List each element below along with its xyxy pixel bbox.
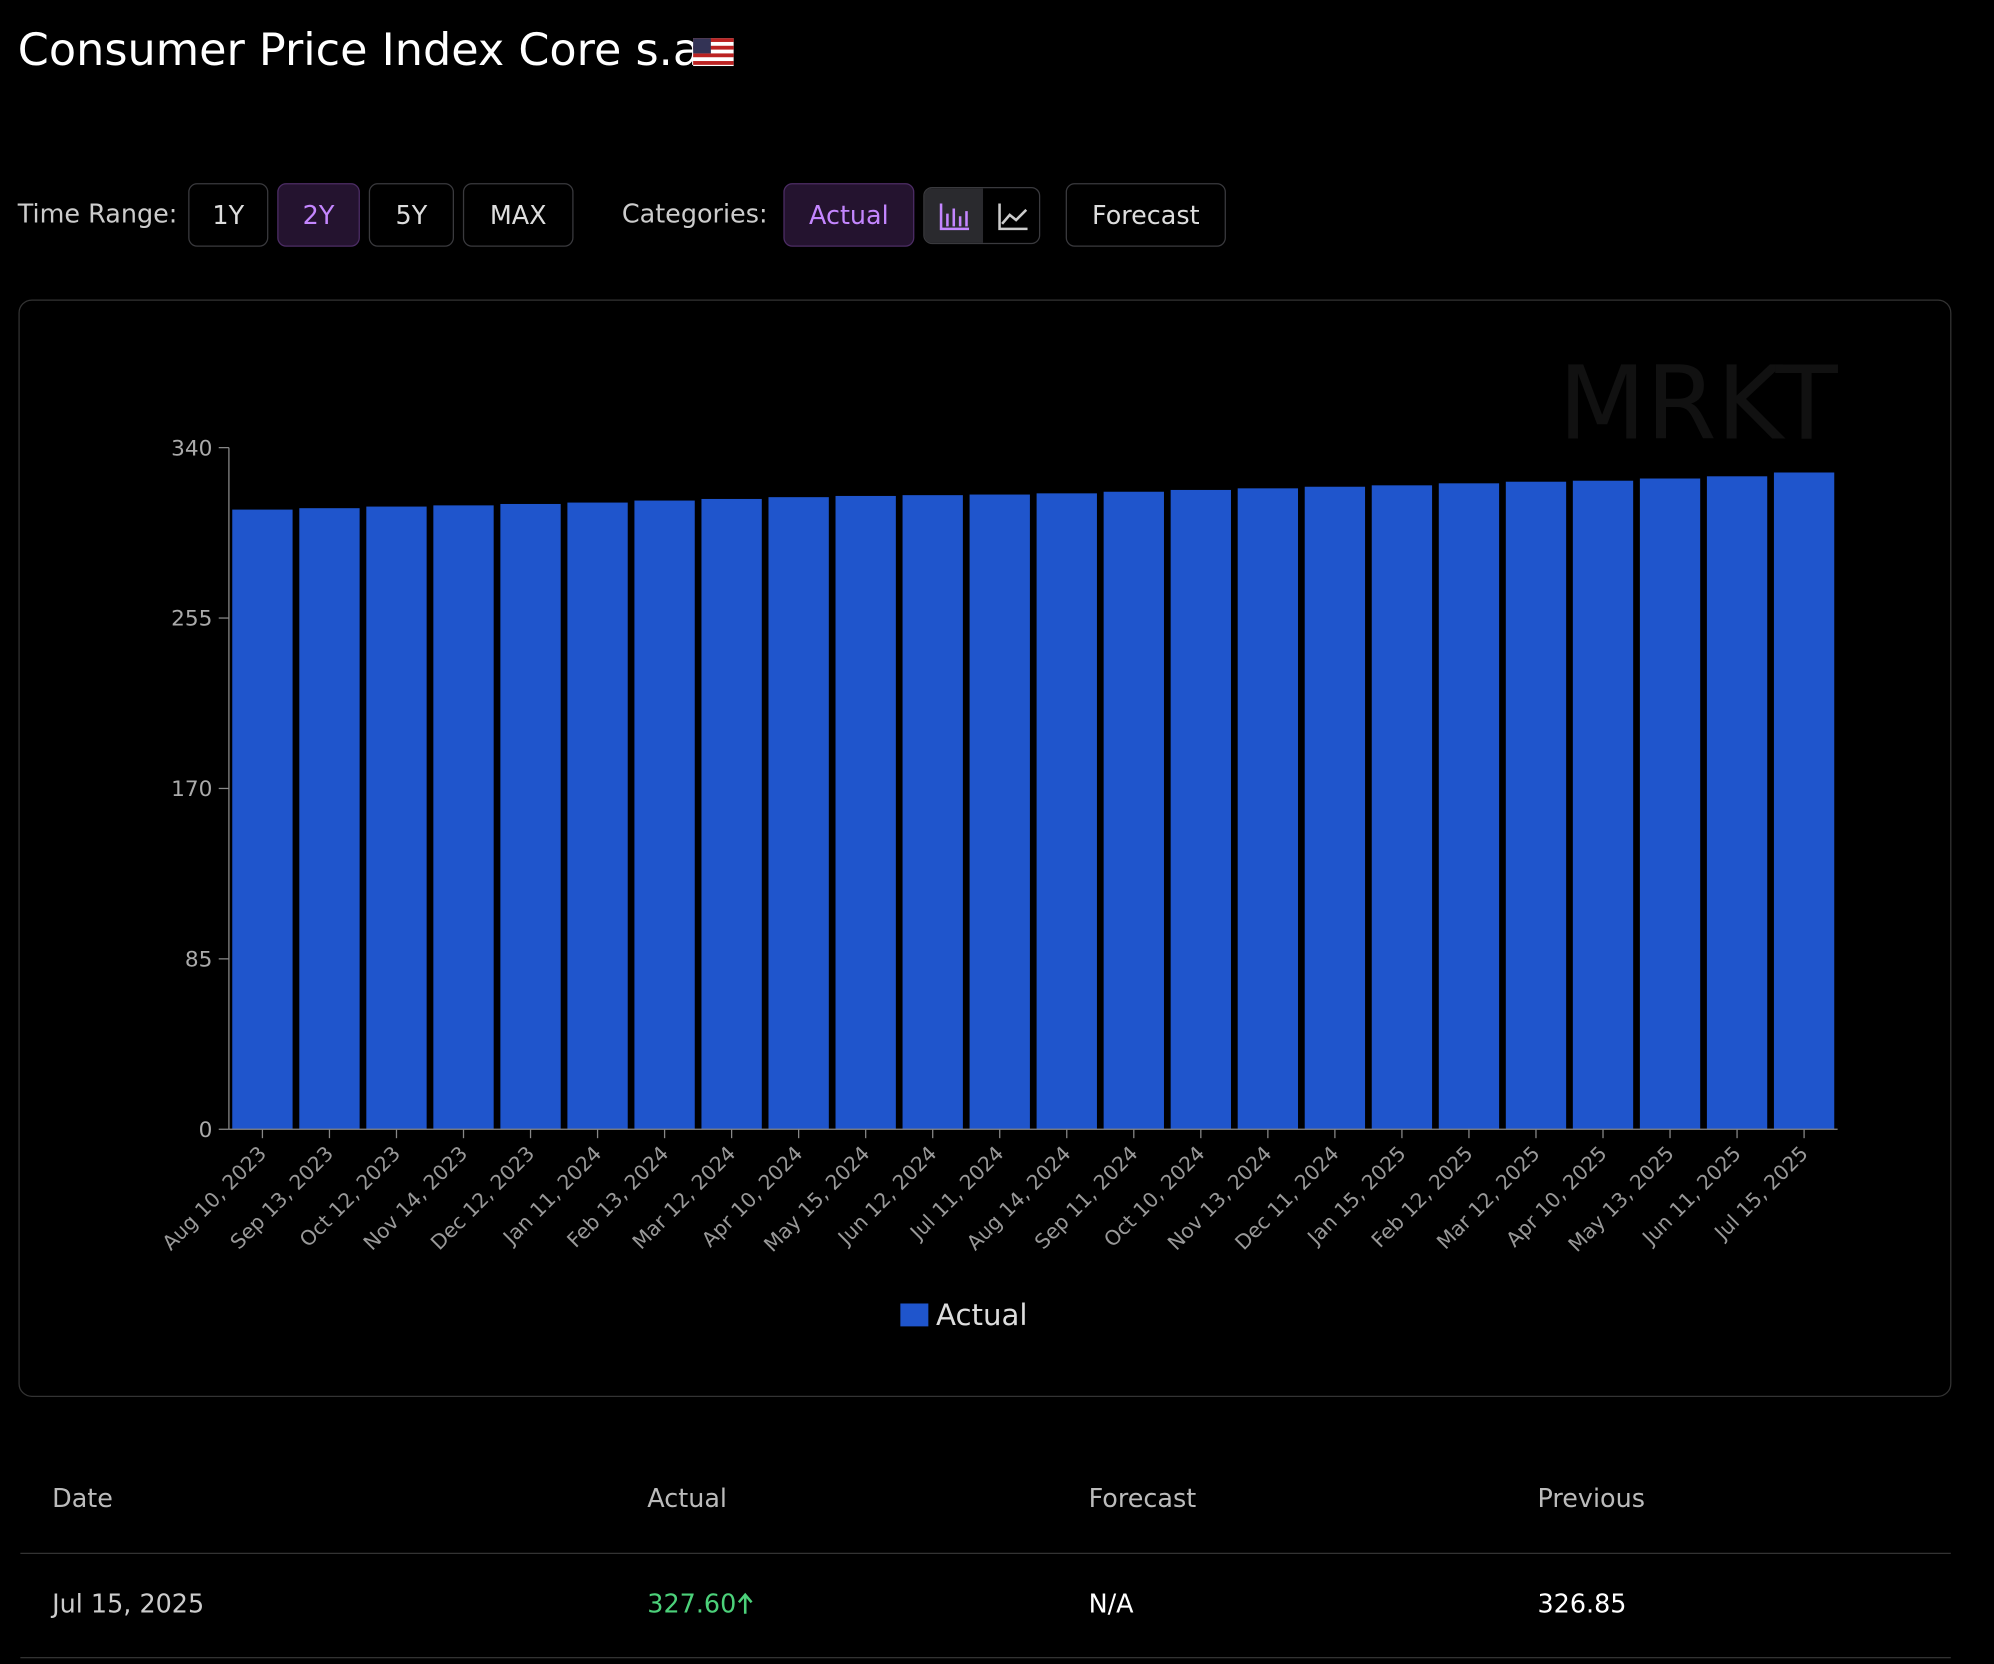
y-tick-label: 255 <box>171 607 212 632</box>
range-button[interactable]: 5Y <box>368 183 454 247</box>
bar <box>1237 488 1299 1130</box>
bar <box>701 498 762 1130</box>
page-title: Consumer Price Index Core s.a <box>17 25 701 77</box>
table-divider <box>20 1657 1951 1659</box>
bar <box>1304 486 1366 1130</box>
bar <box>567 502 628 1130</box>
bar <box>1170 489 1231 1130</box>
watermark: MRKT <box>1558 345 1838 463</box>
y-tick-label: 85 <box>185 947 213 972</box>
bar <box>366 506 427 1130</box>
bar <box>634 500 695 1130</box>
chart-toggle <box>923 186 1041 245</box>
bar <box>969 494 1030 1130</box>
bar <box>232 509 293 1130</box>
bar <box>1572 480 1634 1130</box>
flag-icon <box>693 38 734 67</box>
table-header: Forecast <box>1088 1482 1197 1514</box>
bar <box>1036 493 1097 1130</box>
legend-swatch <box>900 1303 929 1327</box>
category-button[interactable]: Actual <box>783 183 915 247</box>
y-tick-label: 0 <box>199 1118 213 1143</box>
table-header: Date <box>52 1482 113 1514</box>
table-header: Previous <box>1537 1482 1645 1514</box>
range-button[interactable]: MAX <box>462 183 574 247</box>
bar <box>1639 478 1701 1130</box>
bar <box>1773 472 1835 1130</box>
legend-label: Actual <box>936 1298 1028 1332</box>
bar <box>1505 481 1567 1130</box>
categories-label: Categories: <box>621 198 768 229</box>
bar <box>1706 476 1768 1130</box>
bar <box>1103 491 1164 1130</box>
up-arrow <box>737 1592 753 1614</box>
y-tick-label: 340 <box>171 436 212 461</box>
table-cell: 327.60 <box>647 1588 754 1619</box>
toggle-icons <box>924 188 1028 243</box>
time-range-label: Time Range: <box>17 198 178 229</box>
table-cell: Jul 15, 2025 <box>52 1588 205 1619</box>
category-button[interactable]: Forecast <box>1065 183 1226 247</box>
table-cell: N/A <box>1088 1588 1134 1619</box>
bar <box>299 508 360 1130</box>
line-toggle[interactable] <box>998 203 1028 231</box>
bar <box>500 503 561 1130</box>
table-divider <box>20 1552 1951 1555</box>
range-button[interactable]: 1Y <box>188 183 269 247</box>
bar <box>1371 485 1433 1130</box>
table-header: Actual <box>647 1482 727 1514</box>
y-tick-label: 170 <box>171 777 212 802</box>
bar <box>768 497 829 1130</box>
actual-value: 327.60 <box>647 1588 737 1619</box>
bar <box>835 495 896 1130</box>
table-cell: 326.85 <box>1537 1588 1627 1619</box>
bar <box>1438 483 1500 1130</box>
range-button[interactable]: 2Y <box>277 183 360 247</box>
bar <box>902 495 963 1130</box>
bar <box>433 505 494 1130</box>
